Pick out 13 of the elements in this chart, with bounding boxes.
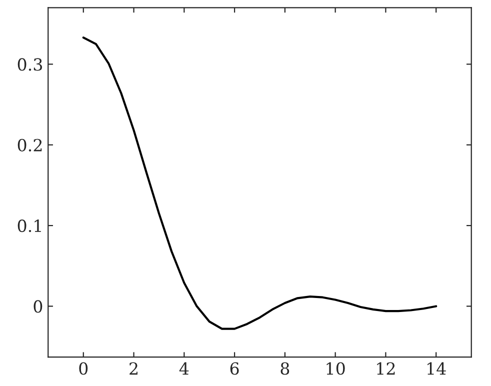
x-tick-label: 12 [377,362,395,375]
x-tick-label: 10 [326,362,345,375]
y-tick-label: 0 [34,300,42,313]
x-tick-label: 8 [280,362,290,375]
x-tick-label: 14 [428,362,446,375]
y-tick-label: 0.2 [18,138,42,152]
y-tick-label: 0.1 [18,220,41,232]
line-series [82,36,438,330]
x-tick-label: 2 [130,362,138,375]
x-tick-label: 4 [179,362,189,375]
x-tick-label: 6 [230,362,239,375]
x-tick-label: 0 [79,362,88,375]
y-tick-label: 0.3 [18,58,42,71]
